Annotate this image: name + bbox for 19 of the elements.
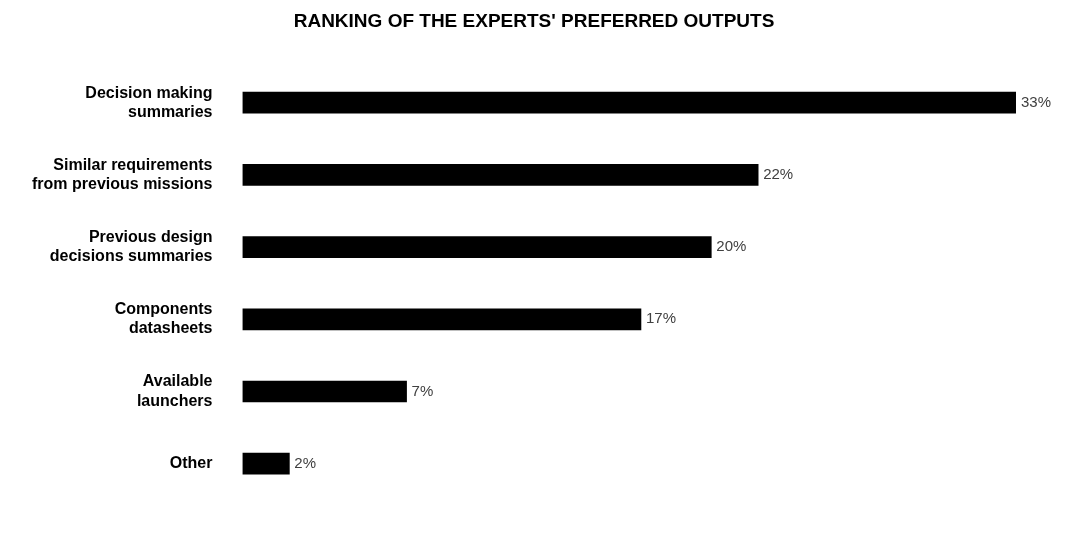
chart-title: RANKING OF THE EXPERTS' PREFERRED OUTPUTS: [292, 10, 776, 32]
y-tick-label: Available launchers: [136, 372, 213, 409]
y-tick-label: Other: [169, 454, 213, 472]
bar: [242, 91, 1016, 114]
data-label: 17%: [645, 309, 676, 327]
bar: [242, 308, 642, 331]
y-tick-label: Previous design decisions summaries: [49, 227, 213, 265]
bar: [242, 380, 407, 403]
bar: [242, 452, 290, 475]
data-label: 33%: [1021, 92, 1052, 110]
y-tick-label: Components datasheets: [114, 300, 213, 337]
y-tick-label: Decision making summaries: [85, 83, 213, 120]
data-label: 7%: [411, 381, 434, 399]
data-label: 20%: [716, 237, 747, 255]
bar: [242, 164, 759, 186]
bar: [242, 236, 712, 258]
data-label: 2%: [294, 453, 317, 471]
y-tick-label: Similar requirements from previous missions: [31, 155, 213, 192]
data-label: 22%: [763, 165, 794, 183]
